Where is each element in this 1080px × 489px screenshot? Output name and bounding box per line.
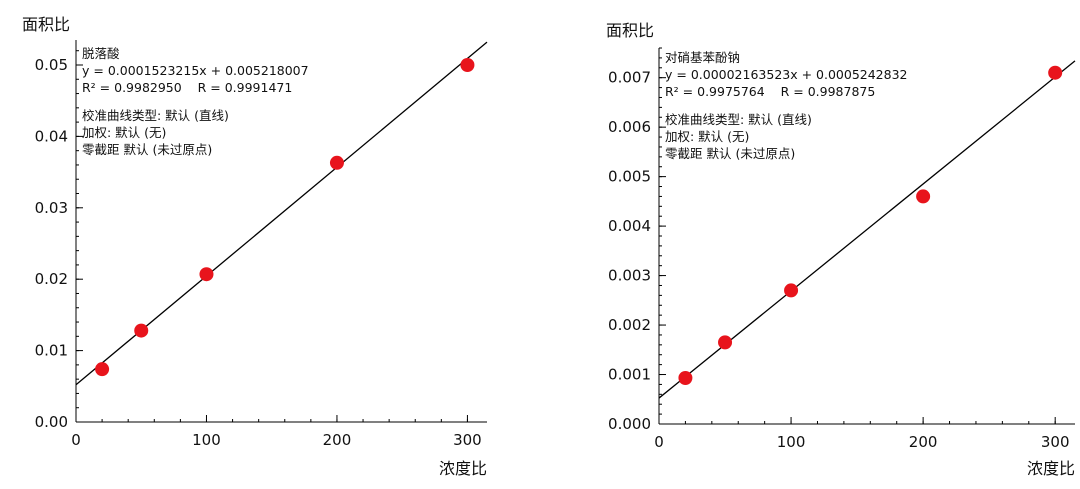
data-point (95, 362, 110, 377)
x-tick-label: 100 (777, 433, 806, 451)
annotation-intercept-mode: 零截距 默认 (未过原点) (82, 142, 212, 157)
y-tick-label: 0.005 (608, 168, 651, 186)
y-tick-label: 0.001 (608, 366, 651, 384)
y-tick-label: 0.03 (35, 199, 68, 217)
annotation-r-stats: R² = 0.9975764 R = 0.9987875 (665, 84, 875, 99)
annotation-r-stats: R² = 0.9982950 R = 0.9991471 (82, 80, 292, 95)
x-tick-label: 100 (192, 431, 221, 449)
data-point (784, 283, 799, 298)
annotation-compound: 对硝基苯酚钠 (665, 50, 740, 65)
annotation-compound: 脱落酸 (82, 46, 120, 61)
y-tick-label: 0.000 (608, 415, 651, 433)
x-axis-title: 浓度比 (439, 459, 487, 478)
y-tick-label: 0.02 (35, 270, 68, 288)
data-point (916, 189, 931, 204)
y-tick-label: 0.01 (35, 342, 68, 360)
annotation-calibration-type: 校准曲线类型: 默认 (直线) (82, 108, 229, 123)
data-point (1048, 65, 1063, 80)
y-tick-label: 0.00 (35, 413, 68, 431)
x-tick-label: 0 (654, 433, 664, 451)
annotation-equation: y = 0.0001523215x + 0.005218007 (82, 63, 309, 78)
data-point (134, 323, 149, 338)
annotation-weighting: 加权: 默认 (无) (82, 125, 166, 140)
y-tick-label: 0.002 (608, 316, 651, 334)
data-point (718, 335, 733, 350)
calibration-annotation: 脱落酸 y = 0.0001523215x + 0.005218007 R² =… (82, 46, 309, 157)
data-point (678, 370, 693, 385)
annotation-calibration-type: 校准曲线类型: 默认 (直线) (665, 112, 812, 127)
annotation-weighting: 加权: 默认 (无) (665, 129, 749, 144)
x-axis-title: 浓度比 (1027, 459, 1075, 478)
chart-abscisic-acid: 面积比 浓度比 脱落酸 y = 0.0001523215x + 0.005218… (22, 15, 488, 478)
x-tick-label: 300 (453, 431, 482, 449)
y-tick-label: 0.004 (608, 217, 651, 235)
y-tick-label: 0.003 (608, 267, 651, 285)
chart-sodium-nitrophenolate: 面积比 浓度比 对硝基苯酚钠 y = 0.00002163523x + 0.00… (606, 21, 1076, 478)
y-tick-label: 0.007 (608, 69, 651, 87)
y-axis-title: 面积比 (606, 21, 654, 40)
x-tick-label: 200 (323, 431, 352, 449)
annotation-intercept-mode: 零截距 默认 (未过原点) (665, 146, 795, 161)
x-tick-label: 200 (909, 433, 938, 451)
annotation-equation: y = 0.00002163523x + 0.0005242832 (665, 67, 908, 82)
data-point (199, 267, 214, 282)
y-tick-label: 0.04 (35, 127, 68, 145)
y-axis-title: 面积比 (22, 15, 70, 34)
y-tick-label: 0.006 (608, 118, 651, 136)
x-tick-label: 300 (1041, 433, 1070, 451)
data-point (329, 155, 344, 170)
data-point (460, 57, 475, 72)
y-tick-label: 0.05 (35, 56, 68, 74)
calibration-annotation: 对硝基苯酚钠 y = 0.00002163523x + 0.0005242832… (665, 50, 908, 161)
x-tick-label: 0 (71, 431, 81, 449)
